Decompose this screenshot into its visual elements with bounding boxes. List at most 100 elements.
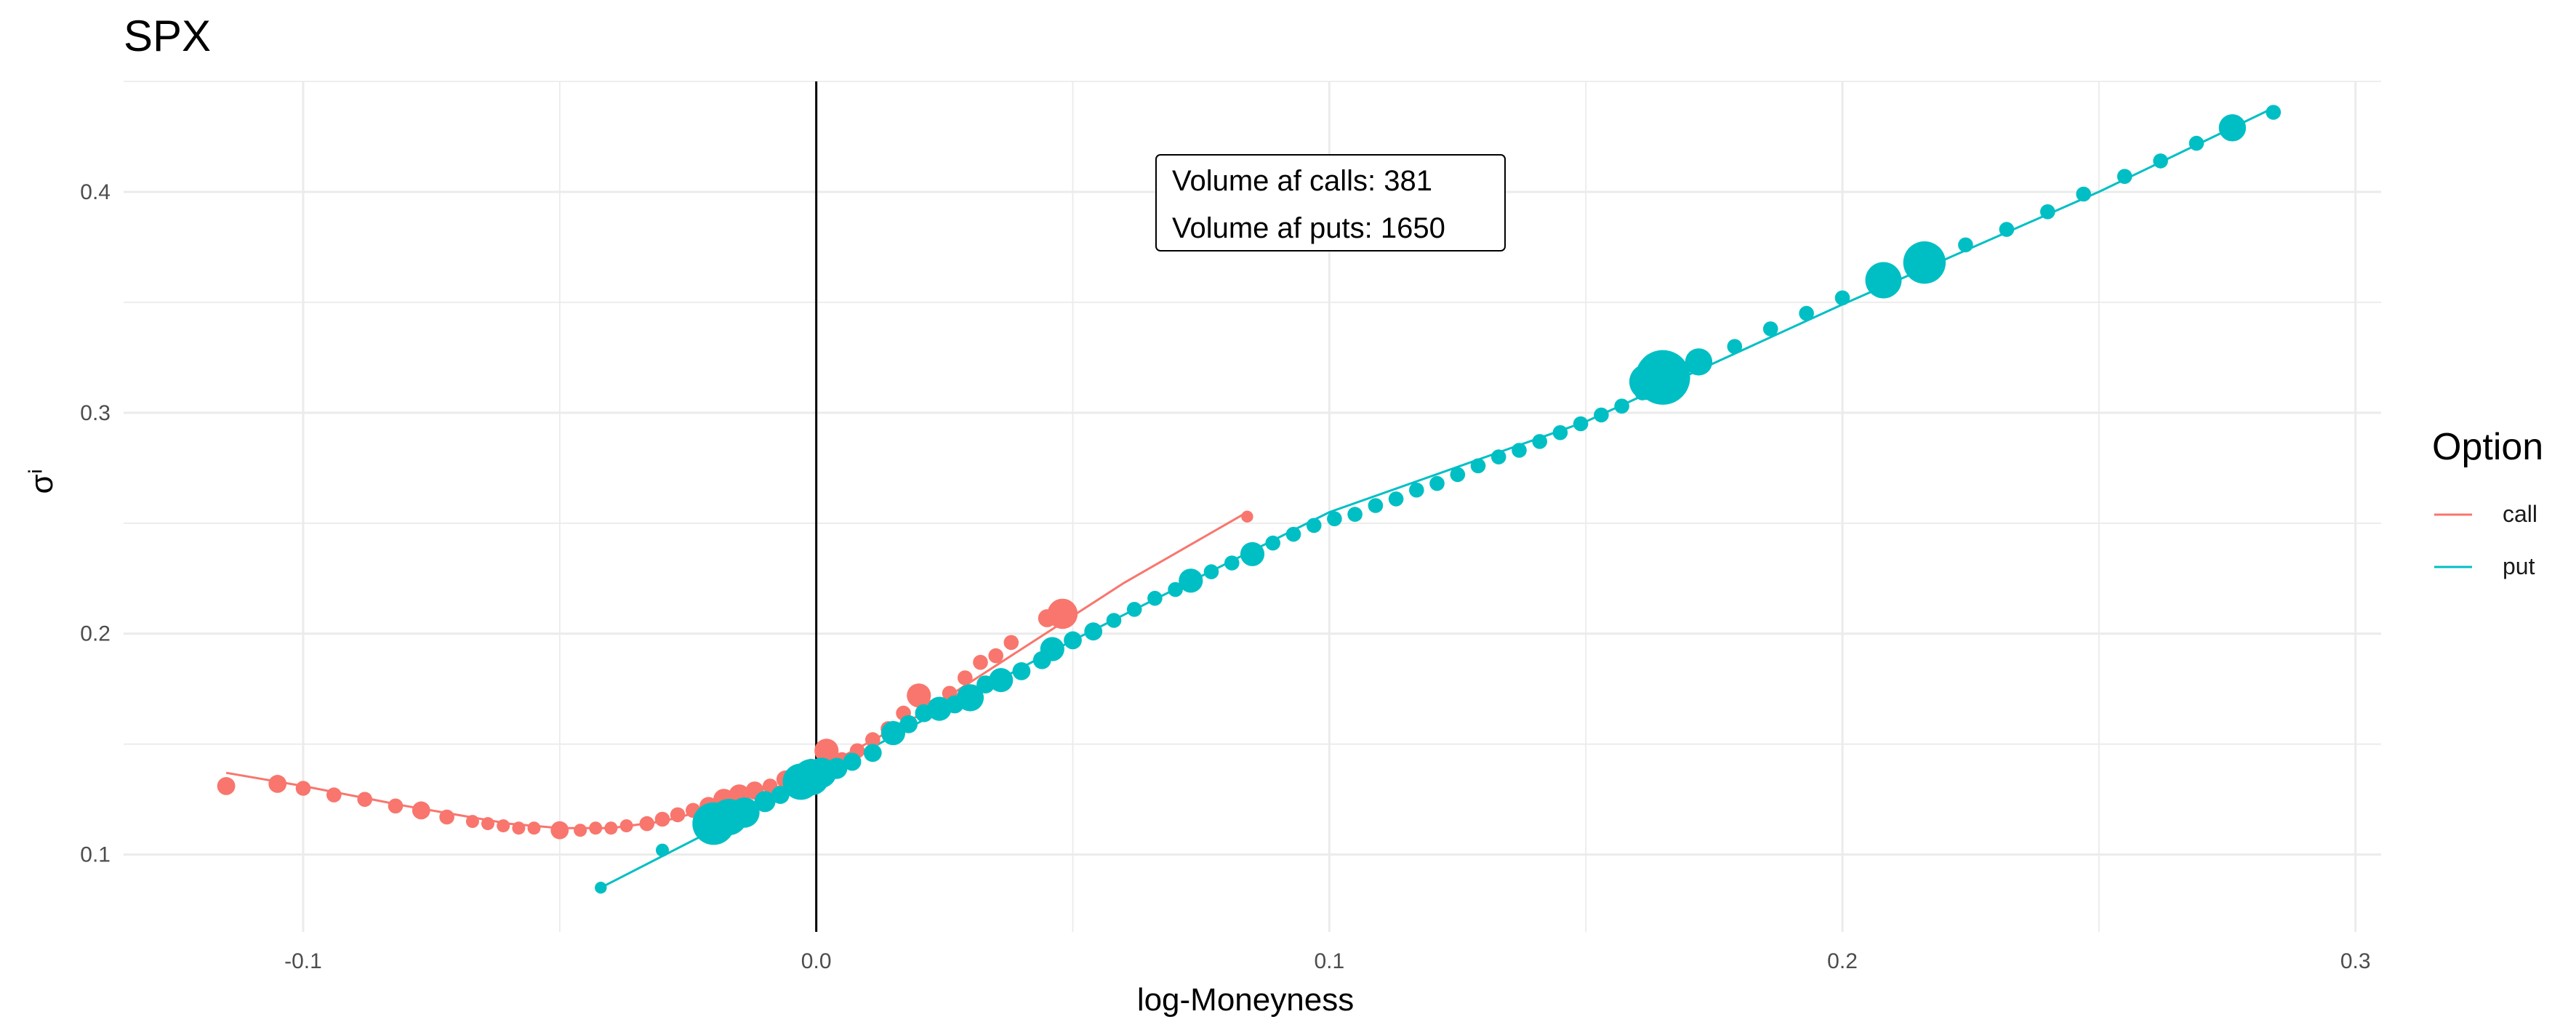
point-put [826, 757, 848, 779]
point-put [1450, 467, 1466, 483]
point-put [1512, 443, 1527, 458]
point-call [958, 670, 973, 685]
point-call [465, 815, 479, 829]
point-put [754, 791, 776, 813]
point-put [1126, 602, 1142, 617]
point-put [1203, 564, 1219, 579]
point-put [863, 744, 882, 763]
point-put [595, 882, 607, 894]
x-tick-label: 0.0 [801, 949, 832, 973]
point-put [1306, 518, 1322, 534]
point-put [1834, 290, 1850, 306]
y-axis-title: σⁱ [24, 468, 60, 494]
point-put [1999, 222, 2015, 237]
y-tick-label: 0.1 [80, 843, 111, 867]
point-put [1265, 535, 1280, 551]
data-points [217, 105, 2282, 894]
point-call [1047, 598, 1078, 629]
x-axis-title: log-Moneyness [1137, 982, 1354, 1018]
point-put [1429, 475, 1445, 491]
point-put [1799, 305, 1814, 321]
point-put [1470, 458, 1486, 474]
point-call [1003, 635, 1019, 651]
point-put [1106, 613, 1122, 628]
point-put [1147, 590, 1163, 606]
point-put [899, 715, 918, 733]
annotation-box [1155, 154, 1506, 252]
y-tick-label: 0.3 [80, 401, 111, 425]
point-put [1224, 555, 1240, 571]
point-put [1347, 507, 1363, 522]
point-put [956, 684, 984, 712]
point-call [619, 819, 633, 833]
point-call [439, 809, 454, 825]
point-call [574, 824, 587, 837]
annotation-calls-text: Volume af calls: 381 [1172, 165, 1432, 197]
point-call [1241, 510, 1253, 523]
point-call [388, 798, 404, 814]
legend-label-put: put [2503, 553, 2535, 579]
point-put [1040, 637, 1064, 661]
point-put [2266, 105, 2282, 120]
x-tick-label: 0.2 [1827, 949, 1858, 973]
point-put [1064, 631, 1082, 650]
point-put [2188, 135, 2204, 151]
point-put [1012, 662, 1031, 680]
point-put [771, 786, 790, 804]
point-call [512, 821, 526, 835]
point-put [2116, 169, 2132, 184]
x-tick-label: -0.1 [284, 949, 322, 973]
point-put [1762, 321, 1778, 337]
point-put [989, 668, 1014, 693]
point-call [357, 792, 372, 807]
point-put [1635, 350, 1690, 405]
y-tick-label: 0.4 [80, 180, 111, 204]
grid [124, 81, 2381, 932]
chart-title: SPX [124, 12, 211, 60]
point-put [1573, 416, 1589, 432]
point-put [1727, 339, 1743, 355]
point-call [217, 777, 236, 795]
annotation-puts-text: Volume af puts: 1650 [1172, 212, 1445, 244]
point-call [550, 821, 569, 840]
point-put [1168, 582, 1183, 598]
point-put [1594, 407, 1609, 423]
point-put [1903, 241, 1946, 284]
point-call [412, 801, 430, 820]
point-call [295, 781, 311, 796]
point-put [1285, 526, 1301, 542]
x-tick-labels: -0.1 0.0 0.1 0.2 0.3 [284, 949, 2370, 973]
point-put [2218, 114, 2247, 142]
point-call [326, 787, 342, 802]
point-put [843, 752, 862, 771]
point-put [1532, 434, 1547, 449]
point-put [1958, 237, 1973, 253]
point-put [656, 843, 669, 857]
point-call [481, 817, 494, 831]
point-put [729, 797, 760, 828]
point-call [497, 819, 510, 833]
y-tick-label: 0.2 [80, 622, 111, 646]
point-put [1368, 498, 1384, 513]
point-put [2153, 153, 2168, 169]
point-call [988, 648, 1003, 664]
point-put [880, 720, 906, 746]
y-tick-labels: 0.1 0.2 0.3 0.4 [80, 180, 111, 867]
point-put [1388, 491, 1404, 507]
point-call [814, 739, 839, 763]
point-call [604, 821, 618, 835]
point-put [1240, 542, 1265, 566]
point-call [639, 816, 655, 832]
point-put [1552, 425, 1568, 440]
point-put [2076, 186, 2091, 202]
point-put [1409, 482, 1424, 498]
point-put [1614, 398, 1629, 414]
fit-line-call [225, 511, 1248, 829]
point-put [2040, 204, 2055, 220]
point-put [927, 696, 952, 721]
point-put [1327, 511, 1342, 526]
point-call [268, 775, 287, 793]
point-call [973, 654, 988, 670]
legend-title: Option [2432, 426, 2543, 468]
